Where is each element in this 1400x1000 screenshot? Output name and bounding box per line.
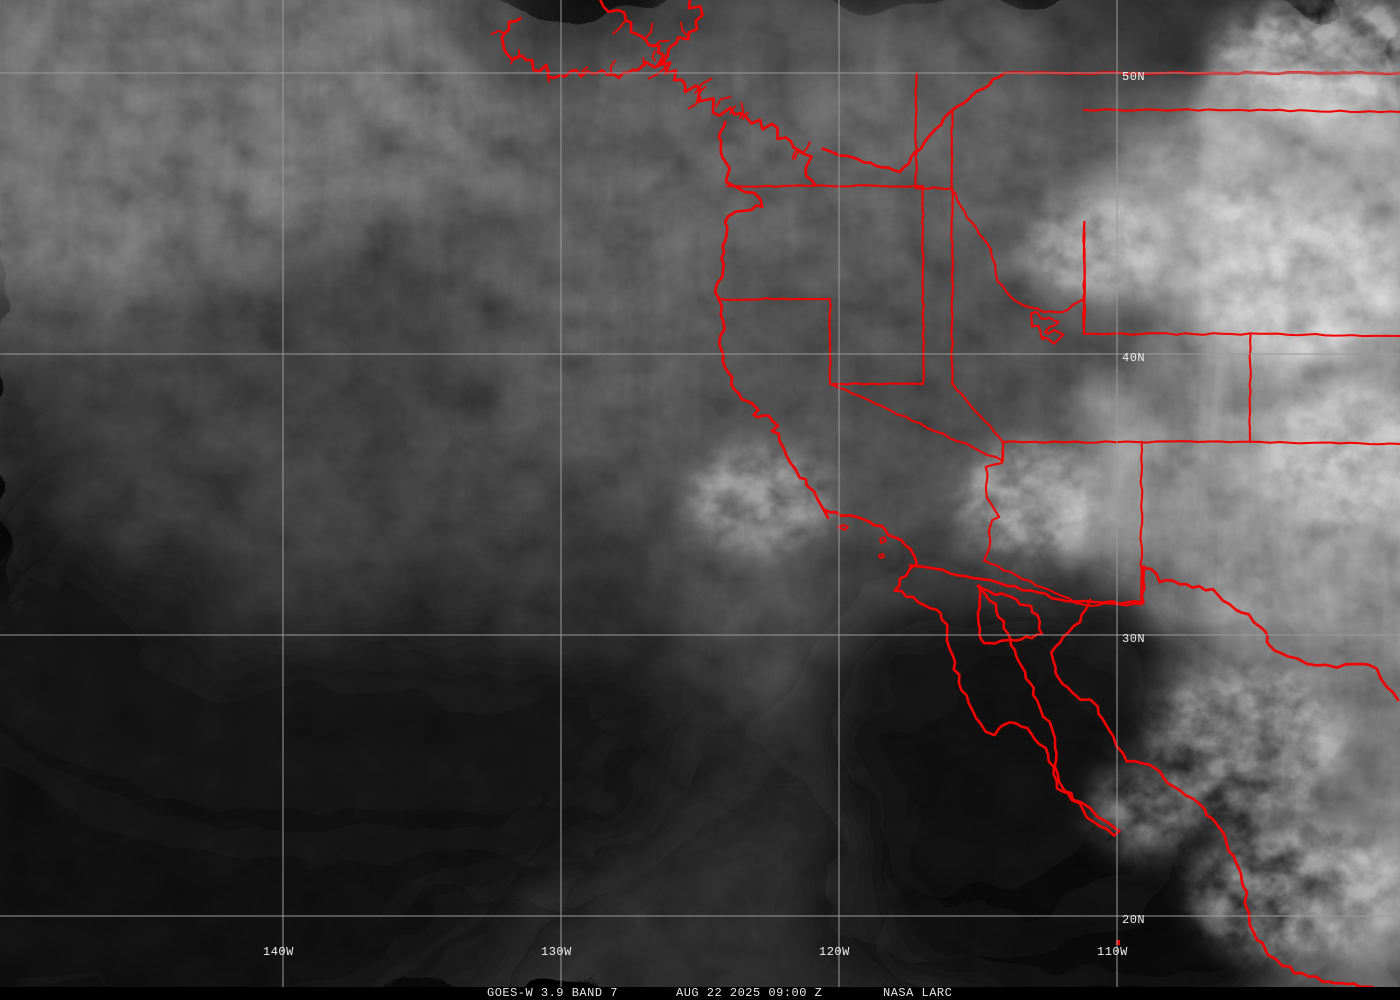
- svg-text:20N: 20N: [1122, 913, 1145, 927]
- svg-text:40N: 40N: [1122, 351, 1145, 365]
- svg-text:140W: 140W: [263, 945, 294, 959]
- svg-text:120W: 120W: [819, 945, 850, 959]
- svg-text:50N: 50N: [1122, 70, 1145, 84]
- svg-text:110W: 110W: [1097, 945, 1128, 959]
- svg-text:130W: 130W: [541, 945, 572, 959]
- svg-text:30N: 30N: [1122, 632, 1145, 646]
